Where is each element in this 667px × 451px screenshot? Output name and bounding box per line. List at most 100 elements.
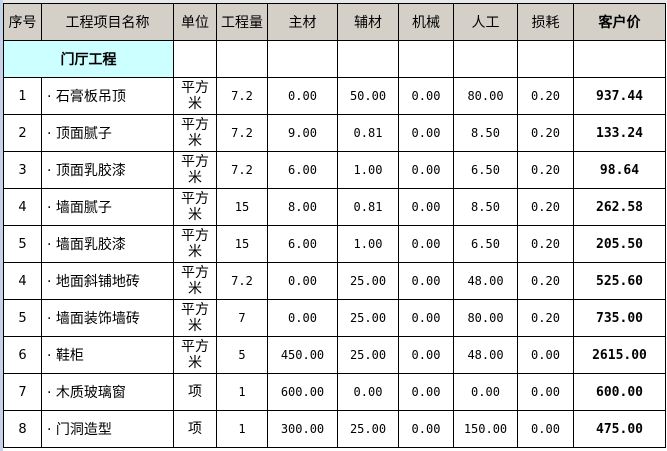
cell-name[interactable]: · 墙面腻子 xyxy=(41,188,174,226)
cell[interactable] xyxy=(337,40,399,78)
cell-name[interactable]: · 墙面装饰墙砖 xyxy=(41,299,174,337)
cell-qty[interactable]: 7 xyxy=(216,299,268,337)
cell-loss[interactable]: 0.20 xyxy=(517,77,574,115)
cell-unit[interactable]: 平方米 xyxy=(173,77,217,115)
cell-no[interactable]: 4 xyxy=(3,262,42,300)
cell-unit[interactable]: 平方米 xyxy=(173,151,217,189)
cell-aux[interactable]: 0.81 xyxy=(337,114,399,152)
cell-mach[interactable]: 0.00 xyxy=(398,373,454,411)
column-header[interactable]: 辅材 xyxy=(337,3,399,41)
cell-aux[interactable]: 25.00 xyxy=(337,262,399,300)
cell-mach[interactable]: 0.00 xyxy=(398,262,454,300)
cell-no[interactable]: 4 xyxy=(3,188,42,226)
cell-mach[interactable]: 0.00 xyxy=(398,299,454,337)
cell-mach[interactable]: 0.00 xyxy=(398,188,454,226)
cell-price[interactable]: 205.50 xyxy=(573,225,666,263)
cell-aux[interactable]: 25.00 xyxy=(337,410,399,448)
cell-mach[interactable]: 0.00 xyxy=(398,77,454,115)
cell-main[interactable]: 6.00 xyxy=(267,225,338,263)
cell-loss[interactable]: 0.20 xyxy=(517,188,574,226)
cell[interactable] xyxy=(398,40,454,78)
cell-price[interactable]: 262.58 xyxy=(573,188,666,226)
cell-price[interactable]: 475.00 xyxy=(573,410,666,448)
cell-main[interactable]: 450.00 xyxy=(267,336,338,374)
cell-loss[interactable]: 0.00 xyxy=(517,373,574,411)
cell-unit[interactable]: 平方米 xyxy=(173,188,217,226)
cell-price[interactable]: 2615.00 xyxy=(573,336,666,374)
cell-main[interactable]: 0.00 xyxy=(267,299,338,337)
cell-unit[interactable]: 项 xyxy=(173,410,217,448)
cell-unit[interactable]: 平方米 xyxy=(173,262,217,300)
cell-qty[interactable]: 5 xyxy=(216,336,268,374)
cell-loss[interactable]: 0.20 xyxy=(517,262,574,300)
cell-name[interactable]: · 地面斜铺地砖 xyxy=(41,262,174,300)
cell-loss[interactable]: 0.20 xyxy=(517,299,574,337)
cell-no[interactable]: 5 xyxy=(3,225,42,263)
cell-labor[interactable]: 8.50 xyxy=(453,188,518,226)
cell-aux[interactable]: 1.00 xyxy=(337,225,399,263)
cell-unit[interactable]: 平方米 xyxy=(173,299,217,337)
cell-loss[interactable]: 0.00 xyxy=(517,410,574,448)
cell-mach[interactable]: 0.00 xyxy=(398,410,454,448)
cell-main[interactable]: 0.00 xyxy=(267,77,338,115)
cell-no[interactable]: 5 xyxy=(3,299,42,337)
cell-loss[interactable]: 0.00 xyxy=(517,336,574,374)
cell-qty[interactable]: 7.2 xyxy=(216,77,268,115)
cell-unit[interactable]: 平方米 xyxy=(173,114,217,152)
column-header[interactable]: 序号 xyxy=(3,3,42,41)
cell-loss[interactable]: 0.20 xyxy=(517,225,574,263)
cell-mach[interactable]: 0.00 xyxy=(398,114,454,152)
column-header[interactable]: 损耗 xyxy=(517,3,574,41)
cell-no[interactable]: 1 xyxy=(3,77,42,115)
cell-mach[interactable]: 0.00 xyxy=(398,336,454,374)
cell-labor[interactable]: 80.00 xyxy=(453,77,518,115)
cell-name[interactable]: · 墙面乳胶漆 xyxy=(41,225,174,263)
cell-no[interactable]: 8 xyxy=(3,410,42,448)
cell-qty[interactable]: 7.2 xyxy=(216,151,268,189)
cell-main[interactable]: 300.00 xyxy=(267,410,338,448)
column-header[interactable]: 工程量 xyxy=(216,3,268,41)
cell-qty[interactable]: 1 xyxy=(216,410,268,448)
cell-name[interactable]: · 鞋柜 xyxy=(41,336,174,374)
cell-price[interactable]: 937.44 xyxy=(573,77,666,115)
cell-aux[interactable]: 0.81 xyxy=(337,188,399,226)
cell-main[interactable]: 8.00 xyxy=(267,188,338,226)
cell[interactable] xyxy=(517,40,574,78)
cell-price[interactable]: 98.64 xyxy=(573,151,666,189)
cell-price[interactable]: 600.00 xyxy=(573,373,666,411)
cell[interactable] xyxy=(267,40,338,78)
cell-main[interactable]: 600.00 xyxy=(267,373,338,411)
cell-qty[interactable]: 7.2 xyxy=(216,114,268,152)
cell[interactable] xyxy=(173,40,217,78)
cell-mach[interactable]: 0.00 xyxy=(398,151,454,189)
cell-qty[interactable]: 1 xyxy=(216,373,268,411)
cell-main[interactable]: 0.00 xyxy=(267,262,338,300)
cell-labor[interactable]: 80.00 xyxy=(453,299,518,337)
cell-qty[interactable]: 7.2 xyxy=(216,262,268,300)
cell-loss[interactable]: 0.20 xyxy=(517,114,574,152)
cell-qty[interactable]: 15 xyxy=(216,188,268,226)
cell-aux[interactable]: 25.00 xyxy=(337,336,399,374)
cell-name[interactable]: · 木质玻璃窗 xyxy=(41,373,174,411)
column-header[interactable]: 人工 xyxy=(453,3,518,41)
cell-labor[interactable]: 8.50 xyxy=(453,114,518,152)
cell-no[interactable]: 2 xyxy=(3,114,42,152)
cell[interactable] xyxy=(453,40,518,78)
cell-main[interactable]: 9.00 xyxy=(267,114,338,152)
cell-price[interactable]: 735.00 xyxy=(573,299,666,337)
column-header[interactable]: 单位 xyxy=(173,3,217,41)
cell-name[interactable]: · 门洞造型 xyxy=(41,410,174,448)
cell-price[interactable]: 133.24 xyxy=(573,114,666,152)
cell-labor[interactable]: 0.00 xyxy=(453,373,518,411)
cell-no[interactable]: 7 xyxy=(3,373,42,411)
cell-no[interactable]: 6 xyxy=(3,336,42,374)
cell-no[interactable]: 3 xyxy=(3,151,42,189)
cell-aux[interactable]: 1.00 xyxy=(337,151,399,189)
cell-labor[interactable]: 150.00 xyxy=(453,410,518,448)
cell[interactable] xyxy=(216,40,268,78)
cell-labor[interactable]: 6.50 xyxy=(453,225,518,263)
column-header[interactable]: 客户价 xyxy=(573,3,666,41)
cell-name[interactable]: · 石膏板吊顶 xyxy=(41,77,174,115)
cell-aux[interactable]: 0.00 xyxy=(337,373,399,411)
cell[interactable] xyxy=(573,40,666,78)
